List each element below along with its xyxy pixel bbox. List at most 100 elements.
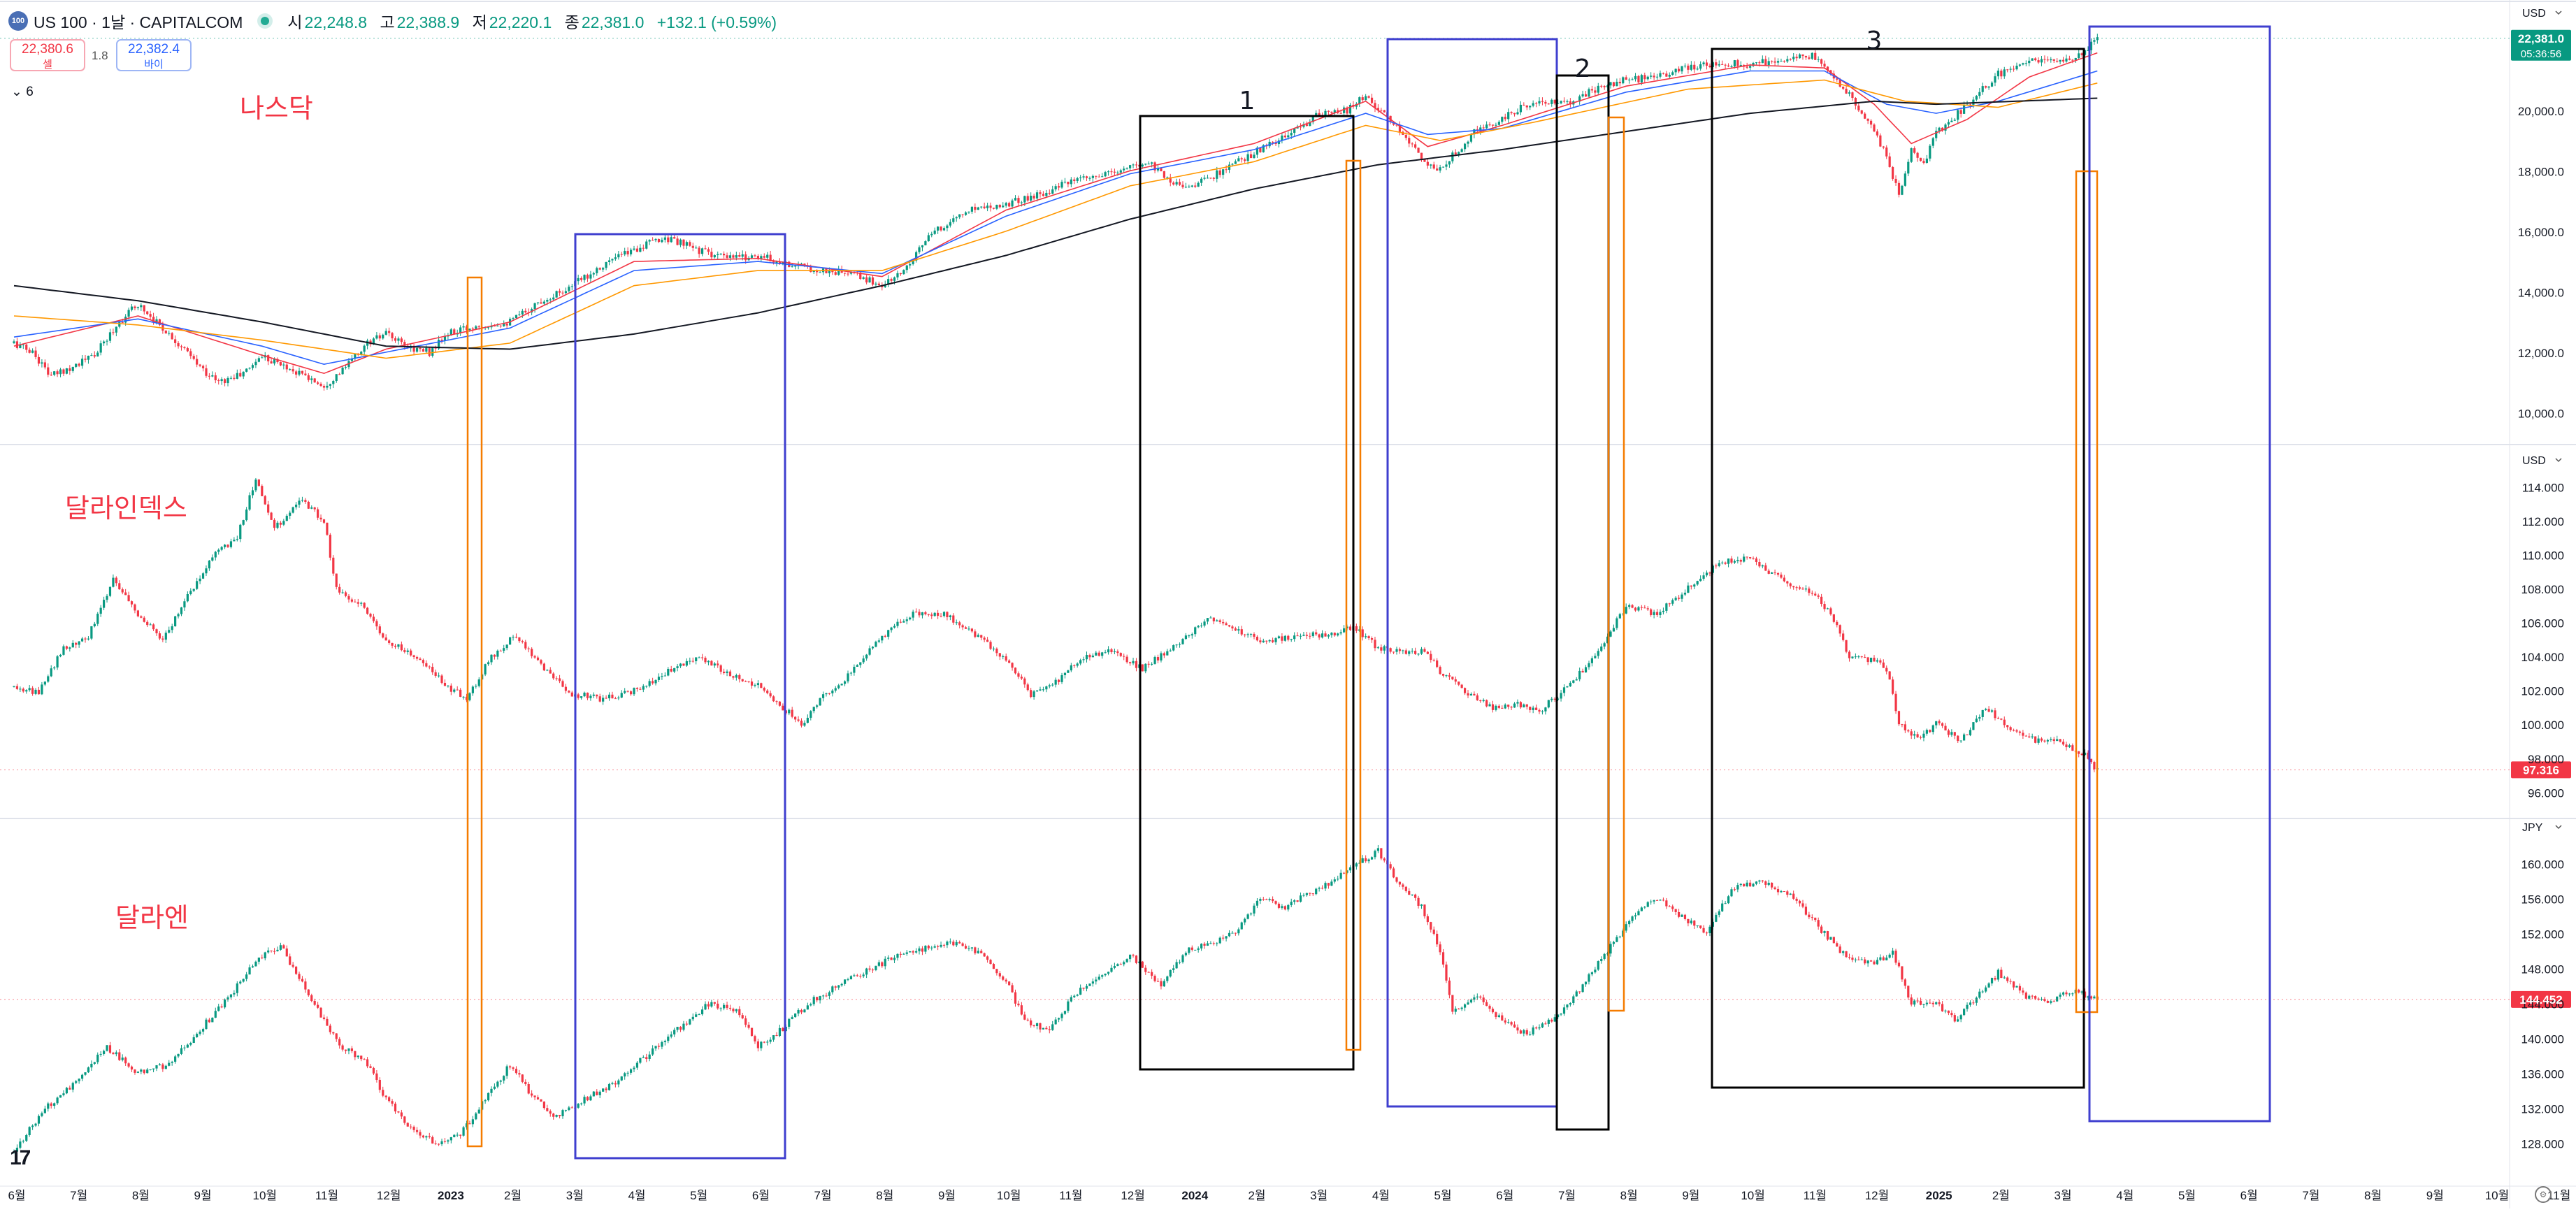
- candle: [732, 676, 735, 678]
- candle: [468, 1123, 471, 1125]
- candle: [1516, 112, 1519, 115]
- candle: [921, 612, 924, 616]
- chevron-down-icon: [2555, 10, 2562, 15]
- candle: [1057, 186, 1060, 188]
- market-status-icon[interactable]: [261, 17, 270, 25]
- candle: [1017, 673, 1020, 677]
- candle: [1662, 73, 1665, 74]
- candle: [1358, 97, 1361, 104]
- candle: [214, 1011, 217, 1018]
- candle: [431, 347, 434, 356]
- candle: [422, 660, 425, 663]
- price-tick-label: 102.000: [2521, 685, 2564, 698]
- candle: [171, 1062, 173, 1063]
- candle: [1994, 76, 1996, 83]
- candle: [518, 1073, 521, 1075]
- candle: [257, 479, 260, 486]
- candle: [1311, 632, 1314, 637]
- candle: [704, 248, 707, 250]
- candle: [1346, 107, 1348, 114]
- candle: [626, 1072, 629, 1074]
- candle: [1172, 182, 1175, 185]
- candle: [400, 1112, 403, 1117]
- candle: [1501, 707, 1504, 709]
- candle: [533, 656, 536, 658]
- buy-button[interactable]: 22,382.4 바이: [116, 39, 192, 71]
- candle: [970, 947, 974, 948]
- candle: [995, 649, 998, 654]
- candle: [319, 1007, 322, 1018]
- candle: [1209, 617, 1212, 619]
- settings-icon[interactable]: ⚙: [2535, 1186, 2552, 1203]
- candle: [1990, 710, 1994, 712]
- candle: [924, 241, 927, 245]
- candle: [34, 689, 37, 694]
- candle: [1990, 82, 1994, 87]
- candle: [1283, 906, 1286, 910]
- open-value: 22,248.8: [304, 13, 368, 31]
- candle: [1404, 135, 1407, 138]
- candle: [208, 1019, 211, 1023]
- candle: [1123, 656, 1125, 657]
- candle: [1287, 635, 1290, 640]
- candle: [322, 1017, 326, 1019]
- time-axis-label: 10월: [253, 1189, 278, 1202]
- price-tick-label: 14,000.0: [2518, 286, 2564, 299]
- candle: [1147, 972, 1150, 973]
- sell-button[interactable]: 22,380.6 셀: [10, 39, 85, 71]
- candle: [732, 255, 735, 258]
- candle: [1389, 648, 1392, 652]
- candle: [1597, 961, 1599, 970]
- candle: [2028, 995, 2031, 999]
- candle: [849, 672, 853, 674]
- candle: [1116, 964, 1119, 967]
- candle: [1733, 561, 1736, 563]
- candle: [896, 953, 899, 958]
- candle: [1553, 1017, 1556, 1022]
- indicator-toggle[interactable]: ⌄ 6: [11, 85, 34, 99]
- candle: [1616, 937, 1618, 942]
- candle: [199, 364, 201, 366]
- candle: [1631, 605, 1634, 608]
- candle: [1098, 652, 1100, 656]
- candle: [1144, 663, 1147, 672]
- candle: [317, 509, 319, 518]
- tradingview-logo[interactable]: 17: [10, 1146, 31, 1169]
- candle: [1035, 192, 1039, 199]
- candle: [189, 1042, 192, 1045]
- candle: [1339, 113, 1342, 114]
- candle: [205, 568, 208, 574]
- candle: [1718, 911, 1720, 915]
- candle: [459, 689, 462, 697]
- candle: [99, 343, 102, 353]
- candle: [43, 1109, 46, 1113]
- candle: [1771, 572, 1773, 574]
- candle: [1668, 75, 1671, 77]
- annotation-box-number: 1: [1239, 87, 1255, 115]
- candle: [1504, 705, 1506, 709]
- candle: [723, 253, 726, 256]
- candle: [453, 689, 456, 692]
- candle: [1141, 664, 1144, 672]
- candle: [1156, 657, 1160, 661]
- candle: [121, 322, 124, 324]
- candle: [1079, 660, 1082, 664]
- candle: [1395, 877, 1398, 882]
- candle: [1975, 997, 1978, 1003]
- candle: [949, 615, 951, 618]
- candle: [1550, 1019, 1553, 1022]
- symbol-title[interactable]: US 100 · 1날 · CAPITALCOM: [34, 13, 243, 31]
- candle: [1752, 883, 1755, 887]
- candle: [1665, 73, 1668, 77]
- candle: [1107, 171, 1110, 173]
- candle: [778, 1027, 782, 1037]
- candle: [71, 366, 74, 371]
- candle: [1482, 997, 1485, 1002]
- candle: [1237, 158, 1240, 161]
- candle: [719, 665, 722, 672]
- candle: [1590, 89, 1594, 91]
- candle: [1206, 943, 1209, 946]
- candle: [2059, 59, 2061, 62]
